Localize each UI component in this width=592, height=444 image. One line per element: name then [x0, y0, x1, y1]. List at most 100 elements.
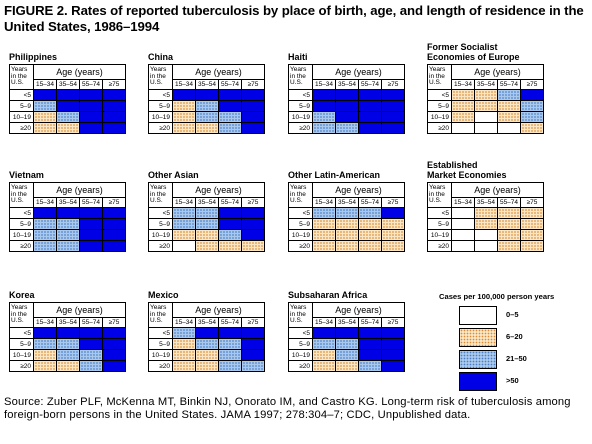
- heatmap-cell: [381, 207, 405, 219]
- heatmap-cell: [451, 89, 475, 101]
- y-tick-label: 5–9: [9, 100, 34, 112]
- y-tick-label: 5–9: [9, 338, 34, 350]
- heatmap-cell: [451, 122, 475, 134]
- x-axis-label: Age (years): [33, 302, 126, 318]
- x-axis-label: Age (years): [172, 302, 265, 318]
- heatmap-cell: [497, 229, 521, 241]
- y-axis-label: Years in the U.S.: [9, 302, 34, 328]
- heatmap-cell: [218, 122, 242, 134]
- y-tick-label: 5–9: [288, 338, 313, 350]
- heatmap-cell: [241, 327, 265, 339]
- panel-established-market-economies: Established Market Economies Years in the…: [427, 160, 544, 252]
- heatmap-cell: [56, 327, 80, 339]
- panel-vietnam: Vietnam Years in the U.S. Age (years) 15–34…: [9, 170, 126, 252]
- x-tick-label: 35–54: [56, 317, 80, 328]
- heatmap-cell: [312, 229, 336, 241]
- x-tick-label: 55–74: [358, 197, 382, 208]
- heatmap-cell: [195, 218, 219, 230]
- y-axis-label: Years in the U.S.: [148, 302, 173, 328]
- heatmap-table: Years in the U.S. Age (years) 15–34 35–54 55…: [288, 182, 405, 252]
- y-tick-label: 5–9: [148, 338, 173, 350]
- heatmap-cell: [451, 229, 475, 241]
- heatmap-cell: [312, 218, 336, 230]
- y-tick-label: ≥20: [427, 240, 452, 252]
- heatmap-cell: [241, 240, 265, 252]
- heatmap-cell: [241, 111, 265, 123]
- x-tick-label: 15–34: [172, 197, 196, 208]
- heatmap-cell: [172, 207, 196, 219]
- heatmap-cell: [102, 360, 126, 372]
- y-tick-label: 10–19: [9, 229, 34, 241]
- heatmap-cell: [102, 122, 126, 134]
- heatmap-cell: [381, 349, 405, 361]
- heatmap-cell: [102, 349, 126, 361]
- heatmap-cell: [358, 229, 382, 241]
- heatmap-cell: [520, 218, 544, 230]
- x-tick-label: 55–74: [218, 317, 242, 328]
- heatmap-cell: [195, 207, 219, 219]
- heatmap-cell: [102, 207, 126, 219]
- heatmap-cell: [474, 89, 498, 101]
- heatmap-table: Years in the U.S. Age (years) 15–34 35–54 55…: [148, 302, 265, 372]
- heatmap-cell: [195, 100, 219, 112]
- heatmap-cell: [520, 240, 544, 252]
- y-tick-label: 5–9: [148, 218, 173, 230]
- x-tick-label: 35–54: [335, 317, 359, 328]
- y-tick-label: ≥20: [148, 360, 173, 372]
- heatmap-cell: [172, 338, 196, 350]
- heatmap-cell: [335, 338, 359, 350]
- panel-mexico: Mexico Years in the U.S. Age (years) 15–34 3…: [148, 290, 265, 372]
- x-tick-label: 15–34: [312, 197, 336, 208]
- heatmap-cell: [195, 327, 219, 339]
- heatmap-cell: [195, 240, 219, 252]
- heatmap-cell: [497, 218, 521, 230]
- heatmap-cell: [358, 218, 382, 230]
- heatmap-table: Years in the U.S. Age (years) 15–34 35–54 55…: [148, 64, 265, 134]
- heatmap-cell: [358, 89, 382, 101]
- heatmap-cell: [33, 327, 57, 339]
- x-tick-label: ≥75: [381, 197, 405, 208]
- legend-title: Cases per 100,000 person years: [439, 292, 555, 301]
- panel-title: Mexico: [148, 290, 179, 300]
- x-tick-label: ≥75: [381, 79, 405, 90]
- heatmap-cell: [474, 100, 498, 112]
- heatmap-cell: [241, 218, 265, 230]
- x-tick-label: 55–74: [358, 79, 382, 90]
- y-axis-label: Years in the U.S.: [427, 182, 452, 208]
- heatmap-cell: [172, 89, 196, 101]
- heatmap-cell: [241, 89, 265, 101]
- heatmap-cell: [497, 207, 521, 219]
- panel-title: China: [148, 52, 174, 62]
- heatmap-cell: [172, 122, 196, 134]
- heatmap-cell: [497, 240, 521, 252]
- y-tick-label: 10–19: [288, 349, 313, 361]
- heatmap-cell: [56, 349, 80, 361]
- heatmap-cell: [474, 207, 498, 219]
- heatmap-cell: [497, 122, 521, 134]
- heatmap-cell: [33, 218, 57, 230]
- heatmap-cell: [381, 100, 405, 112]
- x-tick-label: 15–34: [172, 79, 196, 90]
- heatmap-cell: [56, 218, 80, 230]
- heatmap-cell: [335, 349, 359, 361]
- heatmap-cell: [358, 100, 382, 112]
- heatmap-cell: [520, 229, 544, 241]
- heatmap-cell: [79, 218, 103, 230]
- panel-title: Other Latin-American: [288, 170, 381, 180]
- x-tick-label: ≥75: [381, 317, 405, 328]
- x-tick-label: 35–54: [335, 79, 359, 90]
- heatmap-cell: [312, 111, 336, 123]
- y-tick-label: <5: [148, 207, 173, 219]
- x-axis-label: Age (years): [312, 64, 405, 80]
- y-tick-label: 5–9: [9, 218, 34, 230]
- heatmap-cell: [335, 229, 359, 241]
- x-tick-label: 35–54: [195, 79, 219, 90]
- x-tick-label: 15–34: [33, 317, 57, 328]
- y-tick-label: ≥20: [288, 240, 313, 252]
- heatmap-cell: [335, 100, 359, 112]
- heatmap-table: Years in the U.S. Age (years) 15–34 35–54 55…: [288, 64, 405, 134]
- y-axis-label: Years in the U.S.: [288, 302, 313, 328]
- heatmap-cell: [218, 207, 242, 219]
- x-tick-label: 35–54: [474, 79, 498, 90]
- heatmap-cell: [335, 327, 359, 339]
